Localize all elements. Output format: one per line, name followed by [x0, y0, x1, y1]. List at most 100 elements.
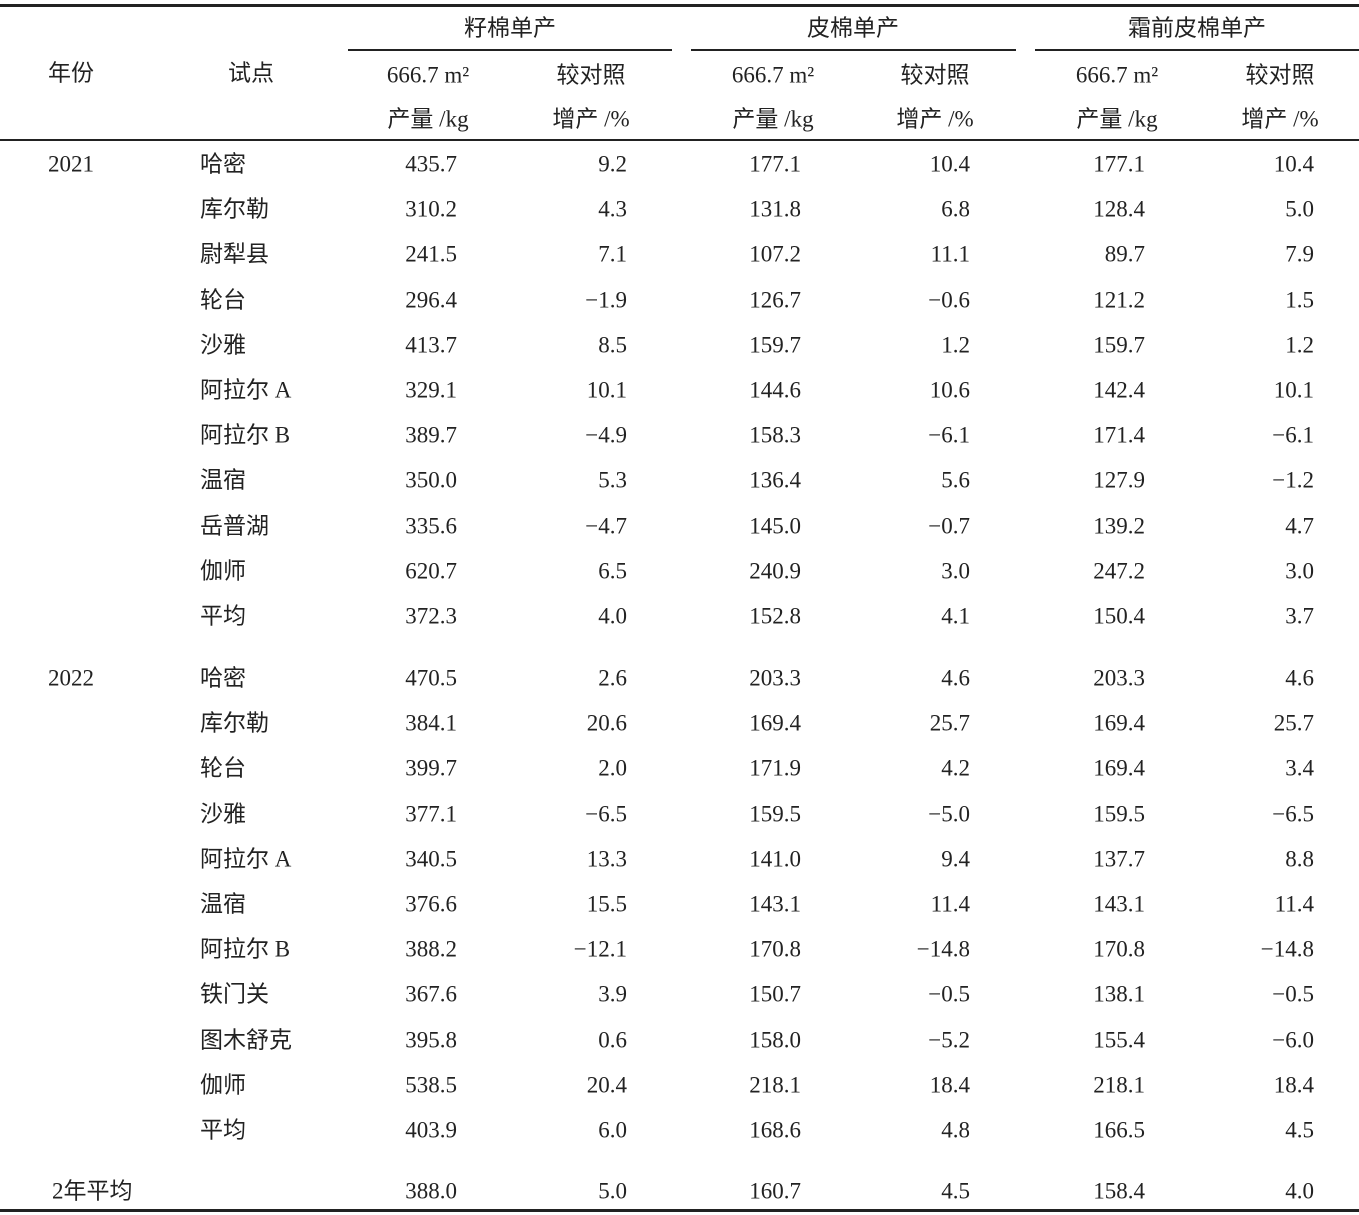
value-cell: 155.4 — [1093, 1027, 1145, 1053]
value-cell: 143.1 — [1093, 891, 1145, 917]
site-cell: 铁门关 — [200, 981, 269, 1007]
value-cell: 10.1 — [586, 377, 627, 403]
group-rule — [1035, 49, 1359, 51]
sub-header: 较对照 — [1245, 62, 1315, 88]
value-cell: 10.4 — [1273, 151, 1314, 177]
value-cell: −6.1 — [928, 422, 970, 448]
value-cell: 169.4 — [749, 710, 801, 736]
value-cell: 11.4 — [930, 891, 970, 917]
value-cell: 310.2 — [405, 196, 457, 222]
value-cell: 127.9 — [1093, 467, 1145, 493]
value-cell: 377.1 — [405, 801, 457, 827]
value-cell: 152.8 — [749, 603, 801, 629]
column-header: 年份 — [48, 60, 94, 86]
value-cell: 121.2 — [1093, 287, 1145, 313]
sub-header: 666.7 m² — [1075, 62, 1159, 88]
header-rule — [0, 139, 1359, 141]
value-cell: −4.7 — [585, 513, 627, 539]
value-cell: 4.5 — [941, 1178, 970, 1204]
value-cell: 8.8 — [1285, 846, 1314, 872]
value-cell: 218.1 — [749, 1072, 801, 1098]
value-cell: 170.8 — [1093, 936, 1145, 962]
sub-header: 产量 /kg — [1076, 106, 1158, 132]
sub-header: 666.7 m² — [386, 62, 470, 88]
value-cell: 4.7 — [1285, 513, 1314, 539]
value-cell: 350.0 — [405, 467, 457, 493]
sub-header: 产量 /kg — [732, 106, 814, 132]
value-cell: 131.8 — [749, 196, 801, 222]
value-cell: 177.1 — [749, 151, 801, 177]
site-cell: 阿拉尔 A — [200, 846, 292, 872]
value-cell: 218.1 — [1093, 1072, 1145, 1098]
value-cell: 150.7 — [749, 981, 801, 1007]
value-cell: 107.2 — [749, 241, 801, 267]
value-cell: 4.8 — [941, 1117, 970, 1143]
value-cell: 169.4 — [1093, 755, 1145, 781]
value-cell: 141.0 — [749, 846, 801, 872]
value-cell: −6.0 — [1272, 1027, 1314, 1053]
value-cell: −0.5 — [1272, 981, 1314, 1007]
value-cell: 142.4 — [1093, 377, 1145, 403]
value-cell: 158.3 — [749, 422, 801, 448]
bottom-rule — [0, 1209, 1359, 1212]
value-cell: 9.4 — [941, 846, 970, 872]
value-cell: 170.8 — [749, 936, 801, 962]
value-cell: 150.4 — [1093, 603, 1145, 629]
top-rule — [0, 4, 1359, 7]
value-cell: −4.9 — [585, 422, 627, 448]
value-cell: −0.7 — [928, 513, 970, 539]
value-cell: 6.5 — [598, 558, 627, 584]
value-cell: 89.7 — [1104, 241, 1145, 267]
sub-header: 较对照 — [556, 62, 626, 88]
value-cell: 10.6 — [929, 377, 970, 403]
site-cell: 平均 — [200, 1117, 246, 1143]
value-cell: 5.0 — [1285, 196, 1314, 222]
value-cell: 13.3 — [586, 846, 627, 872]
value-cell: 7.1 — [598, 241, 627, 267]
sub-header: 增产 /% — [552, 106, 630, 132]
value-cell: 9.2 — [598, 151, 627, 177]
value-cell: 6.8 — [941, 196, 970, 222]
value-cell: 4.3 — [598, 196, 627, 222]
site-cell: 伽师 — [200, 1072, 246, 1098]
value-cell: 166.5 — [1093, 1117, 1145, 1143]
value-cell: 388.0 — [405, 1178, 457, 1204]
site-cell: 轮台 — [200, 755, 246, 781]
value-cell: 372.3 — [405, 603, 457, 629]
group-rule — [348, 49, 672, 51]
value-cell: 5.0 — [598, 1178, 627, 1204]
year-cell: 2年平均 — [52, 1178, 133, 1204]
sub-header: 较对照 — [900, 62, 970, 88]
site-cell: 阿拉尔 B — [200, 936, 291, 962]
value-cell: 10.1 — [1273, 377, 1314, 403]
value-cell: 203.3 — [749, 665, 801, 691]
value-cell: 138.1 — [1093, 981, 1145, 1007]
value-cell: 340.5 — [405, 846, 457, 872]
value-cell: 247.2 — [1093, 558, 1145, 584]
value-cell: 7.9 — [1285, 241, 1314, 267]
site-cell: 沙雅 — [200, 801, 246, 827]
site-cell: 库尔勒 — [200, 196, 269, 222]
group-header: 皮棉单产 — [807, 15, 899, 41]
sub-header: 666.7 m² — [731, 62, 815, 88]
value-cell: 25.7 — [929, 710, 970, 736]
value-cell: 159.7 — [1093, 332, 1145, 358]
value-cell: 4.6 — [941, 665, 970, 691]
value-cell: 136.4 — [749, 467, 801, 493]
value-cell: 158.0 — [749, 1027, 801, 1053]
value-cell: 2.6 — [598, 665, 627, 691]
group-rule — [691, 49, 1016, 51]
value-cell: 171.9 — [749, 755, 801, 781]
value-cell: 367.6 — [405, 981, 457, 1007]
value-cell: 335.6 — [405, 513, 457, 539]
site-cell: 哈密 — [200, 151, 246, 177]
value-cell: 171.4 — [1093, 422, 1145, 448]
value-cell: −0.6 — [928, 287, 970, 313]
value-cell: 137.7 — [1093, 846, 1145, 872]
value-cell: 2.0 — [598, 755, 627, 781]
value-cell: 3.4 — [1285, 755, 1314, 781]
value-cell: 169.4 — [1093, 710, 1145, 736]
value-cell: 126.7 — [749, 287, 801, 313]
value-cell: −0.5 — [928, 981, 970, 1007]
site-cell: 伽师 — [200, 558, 246, 584]
